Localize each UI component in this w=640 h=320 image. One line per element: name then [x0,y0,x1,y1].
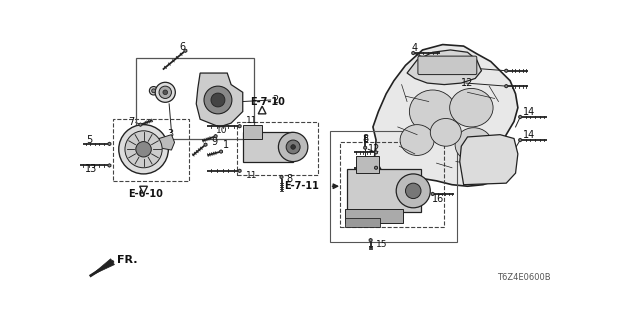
Circle shape [136,141,151,157]
Text: 8: 8 [286,174,292,184]
Bar [345,209,403,223]
Circle shape [211,93,225,107]
Polygon shape [364,146,367,149]
Polygon shape [412,51,415,55]
Polygon shape [108,142,111,146]
Polygon shape [369,238,372,242]
Text: 12: 12 [461,78,474,88]
Ellipse shape [400,124,434,156]
Text: 4: 4 [412,44,418,53]
Polygon shape [140,186,147,194]
Polygon shape [204,143,207,146]
Polygon shape [220,150,223,153]
Text: 7: 7 [128,117,134,127]
Text: 12: 12 [368,144,381,154]
Circle shape [149,86,158,95]
Ellipse shape [455,128,492,162]
Circle shape [396,174,430,208]
Polygon shape [431,192,434,196]
Text: 14: 14 [524,131,536,140]
Text: T6Z4E0600B: T6Z4E0600B [497,273,550,282]
Text: 11: 11 [246,116,257,124]
Polygon shape [159,135,175,150]
Polygon shape [238,124,241,128]
Text: 1: 1 [223,140,230,150]
Text: 14: 14 [524,107,536,117]
Bar [243,124,262,139]
Polygon shape [407,50,481,84]
Circle shape [152,89,156,93]
FancyBboxPatch shape [418,56,477,75]
Ellipse shape [410,90,456,133]
Text: 10: 10 [216,125,228,134]
Bar [237,122,318,175]
Bar [348,169,421,212]
Circle shape [278,132,308,162]
Bar [330,131,458,243]
Circle shape [204,86,232,114]
Text: 8: 8 [362,133,368,143]
Text: 16: 16 [432,194,444,204]
Text: 13: 13 [85,164,98,174]
Circle shape [155,82,175,102]
Text: 12: 12 [368,160,381,170]
Polygon shape [196,73,243,127]
Text: 11: 11 [246,171,257,180]
Polygon shape [139,123,142,126]
Circle shape [163,90,168,95]
Circle shape [159,86,172,99]
Bar [356,156,379,173]
Polygon shape [91,259,115,276]
Text: 3: 3 [168,129,173,139]
Polygon shape [460,135,518,185]
Polygon shape [505,84,508,88]
Circle shape [406,183,421,198]
Text: 2: 2 [272,95,278,105]
Bar [136,58,253,139]
Text: E-6-10: E-6-10 [128,189,163,199]
Circle shape [125,131,162,168]
Text: E-7-10: E-7-10 [250,97,285,107]
Text: 15: 15 [376,240,388,249]
Circle shape [286,140,300,154]
Polygon shape [505,69,508,72]
Polygon shape [214,134,217,138]
Text: FR.: FR. [117,255,138,265]
Text: 12: 12 [461,63,474,73]
Bar [340,142,444,227]
Polygon shape [259,106,266,114]
Bar [113,119,189,181]
Circle shape [291,145,296,149]
Polygon shape [184,49,187,52]
Polygon shape [519,115,522,119]
Polygon shape [108,164,111,167]
Polygon shape [373,44,518,186]
Text: 9: 9 [212,137,218,147]
Text: 5: 5 [86,135,92,145]
Polygon shape [238,169,241,172]
Text: E-7-11: E-7-11 [284,181,319,191]
Bar [243,132,293,162]
Polygon shape [374,166,378,170]
Bar [345,218,380,227]
Ellipse shape [430,118,461,146]
Text: HONDA: HONDA [436,63,459,68]
Polygon shape [280,175,283,179]
Circle shape [119,124,168,174]
Polygon shape [519,138,522,142]
Ellipse shape [450,88,493,127]
Polygon shape [374,151,378,154]
Text: 6: 6 [179,42,186,52]
